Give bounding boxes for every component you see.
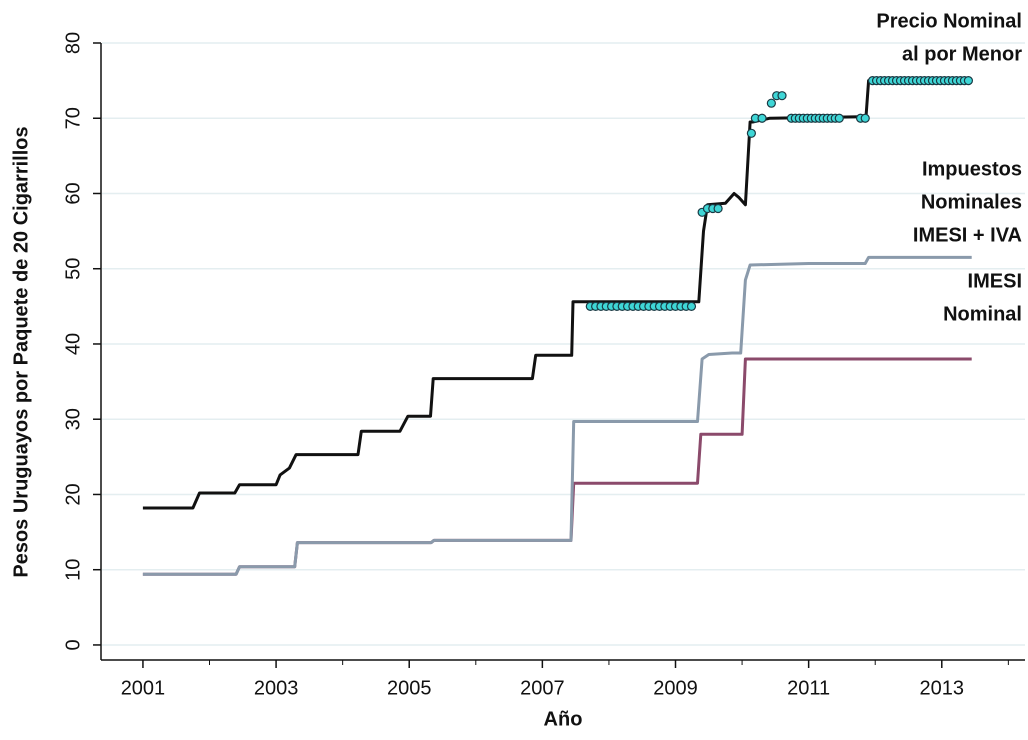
x-tick-label: 2011 xyxy=(787,677,830,699)
x-tick-label: 2007 xyxy=(520,677,565,699)
series-label: al por Menor xyxy=(902,43,1022,65)
scatter-point xyxy=(860,113,870,123)
x-tick-label: 2001 xyxy=(121,677,166,699)
y-tick-label: 40 xyxy=(62,333,84,355)
y-tick-label: 70 xyxy=(62,107,84,129)
scatter-point xyxy=(834,113,844,123)
y-tick-label: 10 xyxy=(62,559,84,581)
scatter-point xyxy=(766,98,776,108)
x-tick-label: 2003 xyxy=(254,677,299,699)
scatter-point xyxy=(963,76,974,86)
series-line xyxy=(142,255,972,576)
series-label: IMESI xyxy=(968,270,1022,292)
series-label: Precio Nominal xyxy=(876,10,1022,32)
x-tick-label: 2009 xyxy=(653,677,698,699)
series-label: Nominal xyxy=(943,303,1022,325)
y-tick-label: 50 xyxy=(62,258,84,280)
series-label: Nominales xyxy=(921,191,1022,213)
series-line xyxy=(142,357,972,576)
series-line xyxy=(142,79,972,510)
series-label: Impuestos xyxy=(922,158,1022,180)
y-tick-label: 80 xyxy=(62,32,84,54)
y-tick-label: 60 xyxy=(62,182,84,204)
y-axis-title: Pesos Uruguayos por Paquete de 20 Cigarr… xyxy=(10,126,32,577)
y-tick-label: 20 xyxy=(62,483,84,505)
scatter-point xyxy=(777,91,787,101)
x-axis-title: Año xyxy=(544,708,583,730)
y-tick-label: 0 xyxy=(62,639,84,650)
x-tick-label: 2013 xyxy=(920,677,965,699)
y-tick-label: 30 xyxy=(62,408,84,430)
series-label: IMESI + IVA xyxy=(913,224,1022,246)
scatter-point xyxy=(757,113,767,123)
scatter-point xyxy=(713,203,723,214)
scatter-point xyxy=(746,128,756,138)
scatter-point xyxy=(686,301,697,311)
x-tick-label: 2005 xyxy=(387,677,432,699)
